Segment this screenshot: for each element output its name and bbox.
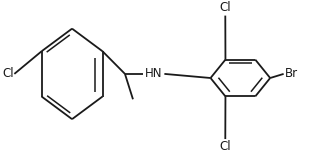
Text: Br: Br	[285, 67, 298, 80]
Text: Cl: Cl	[3, 67, 14, 80]
Text: HN: HN	[145, 67, 163, 80]
Text: Cl: Cl	[219, 1, 231, 14]
Text: Cl: Cl	[219, 140, 231, 153]
